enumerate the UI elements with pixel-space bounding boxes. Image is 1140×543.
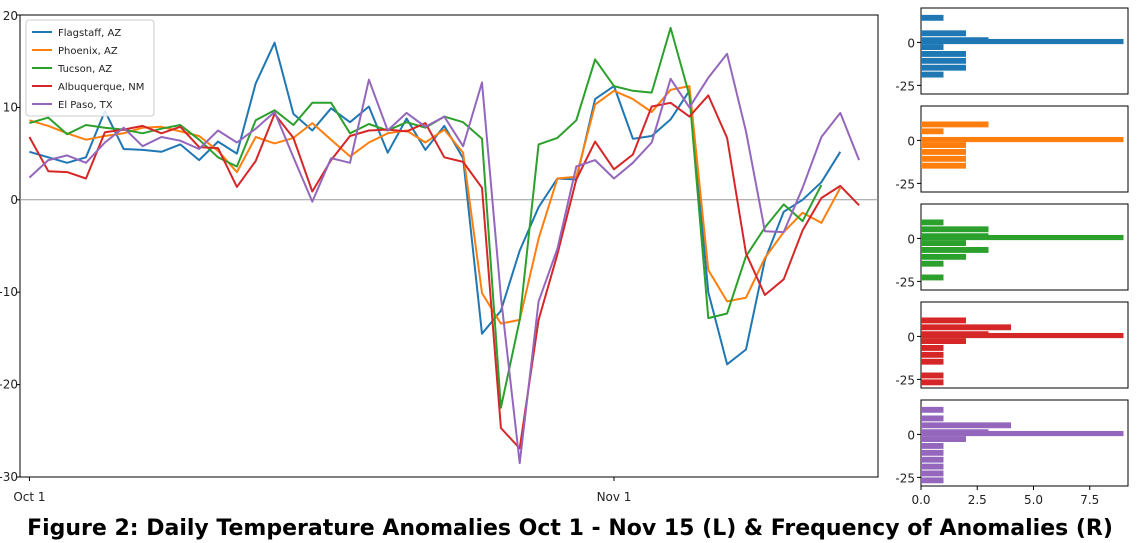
histogram-bar <box>921 274 944 281</box>
y-tick-label: -25 <box>895 275 915 289</box>
histogram-bar <box>921 247 989 253</box>
histogram-bar <box>921 406 944 413</box>
histogram-bar <box>921 162 966 169</box>
series-line-0 <box>29 41 842 366</box>
y-tick-label: 0 <box>10 193 18 207</box>
line-chart: 20 10 0 -10 -20 -30 Oct 1 Nov 1 Flagstaff, AZ Pho… <box>0 9 879 504</box>
y-tick-label: -25 <box>895 177 915 191</box>
histogram-bar <box>921 463 944 470</box>
y-tick-label: 0 <box>907 330 915 344</box>
x-tick-label: Nov 1 <box>597 490 632 504</box>
plot-area <box>19 14 879 478</box>
legend-label: Albuquerque, NM <box>58 82 144 93</box>
y-tick-label: 0 <box>907 134 915 148</box>
series-line-4 <box>28 52 861 465</box>
histogram-bar <box>921 64 966 71</box>
histogram-bar <box>921 128 944 135</box>
histogram-bar <box>921 57 966 64</box>
histogram-bar <box>921 415 944 422</box>
histogram-bar <box>921 338 966 344</box>
histogram-bar <box>921 436 966 442</box>
histogram-bar <box>921 443 944 449</box>
histogram-bar <box>921 38 1124 45</box>
series-line-3 <box>28 94 860 450</box>
histogram-bar <box>921 260 944 267</box>
histogram-bar <box>921 422 1011 429</box>
y-tick-label: 0 <box>907 36 915 50</box>
histogram-panel-2: 0 -25 <box>895 203 1129 291</box>
histogram-bar <box>921 379 944 386</box>
histogram-bar <box>921 234 1124 241</box>
histogram-bar <box>921 477 944 484</box>
histogram-bar <box>921 351 944 358</box>
histogram-bar <box>921 345 944 351</box>
histogram-bar <box>921 470 944 477</box>
legend-label: Phoenix, AZ <box>58 46 118 57</box>
histogram-bar <box>921 332 1124 339</box>
legend-label: Tucson, AZ <box>57 64 112 75</box>
histogram-bar <box>921 136 1124 143</box>
histogram-bar <box>921 44 944 50</box>
histogram-bar <box>921 358 944 365</box>
y-tick-label: -20 <box>0 378 18 392</box>
histogram-panel-0: 0 -25 <box>895 7 1129 95</box>
x-tick-label: Oct 1 <box>13 490 45 504</box>
histogram-bar <box>921 430 1124 437</box>
x-tick-label: 0.0 <box>911 493 930 507</box>
histogram-bar <box>921 149 966 155</box>
histogram-bar <box>921 219 944 226</box>
y-tick-label: 0 <box>907 428 915 442</box>
legend: Flagstaff, AZ Phoenix, AZ Tucson, AZ Albuqu… <box>25 19 155 117</box>
y-tick-label: -25 <box>895 373 915 387</box>
histogram-panel-3: 0 -25 <box>895 301 1129 389</box>
histogram-bar <box>921 71 944 78</box>
legend-label: Flagstaff, AZ <box>58 28 121 39</box>
y-tick-label: 20 <box>3 9 18 23</box>
legend-label: El Paso, TX <box>58 100 113 111</box>
histogram-bar <box>921 30 966 37</box>
histogram-frame <box>920 301 1129 389</box>
legend-box <box>25 19 155 117</box>
histogram-bar <box>921 317 966 324</box>
y-tick-label: 10 <box>3 100 18 114</box>
histogram-bar <box>921 456 944 463</box>
y-tick-label: 0 <box>907 232 915 246</box>
y-tick-label: -25 <box>895 471 915 485</box>
y-tick-label: -25 <box>895 79 915 93</box>
figure-caption: Figure 2: Daily Temperature Anomalies Oc… <box>27 516 1113 541</box>
histogram-bar <box>921 372 944 379</box>
histogram-bar <box>921 253 966 260</box>
y-tick-label: -10 <box>0 285 18 299</box>
x-tick-label: 7.5 <box>1080 493 1099 507</box>
histogram-panels: 0 -25 0 -25 0 -25 0 -25 0 -25 0.0 2.5 5.0 7.5 <box>895 7 1129 507</box>
histogram-bar <box>921 121 989 128</box>
histogram-panel-4: 0 -25 <box>895 399 1129 487</box>
histogram-bar <box>921 324 1011 331</box>
histogram-bar <box>921 14 944 21</box>
histogram-frame <box>920 399 1129 487</box>
x-tick-label: 2.5 <box>968 493 987 507</box>
y-tick-label: -30 <box>0 470 18 484</box>
histogram-bar <box>921 155 966 162</box>
histogram-bar <box>921 240 966 246</box>
histogram-panel-1: 0 -25 <box>895 105 1129 193</box>
histogram-bar <box>921 449 944 456</box>
histogram-bar <box>921 142 966 148</box>
x-tick-label: 5.0 <box>1024 493 1043 507</box>
histogram-bar <box>921 226 989 233</box>
histogram-bar <box>921 51 966 57</box>
